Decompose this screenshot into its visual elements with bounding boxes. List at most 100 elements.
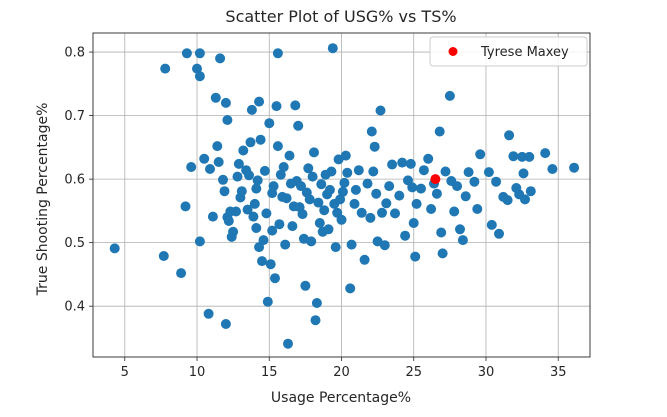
data-point xyxy=(440,166,451,177)
data-point xyxy=(353,165,364,176)
data-point xyxy=(460,191,471,202)
data-point xyxy=(307,171,318,182)
data-point xyxy=(359,254,370,265)
data-point xyxy=(472,204,483,214)
x-tick-label: 20 xyxy=(333,365,350,380)
data-point xyxy=(259,165,270,176)
data-point xyxy=(176,268,187,279)
data-point xyxy=(416,183,426,194)
data-point xyxy=(387,159,398,170)
data-point xyxy=(346,239,357,250)
data-point xyxy=(109,243,120,254)
data-point xyxy=(306,236,317,247)
data-point xyxy=(494,228,504,239)
data-point xyxy=(220,97,231,108)
data-point xyxy=(457,235,468,246)
x-axis-ticks: 5 10 15 20 25 30 35 xyxy=(121,357,567,380)
data-point xyxy=(244,170,254,181)
data-point xyxy=(251,223,262,233)
data-point xyxy=(258,235,269,246)
data-point xyxy=(547,164,558,174)
data-point xyxy=(212,141,223,152)
x-tick-label: 15 xyxy=(261,365,278,380)
y-tick-label: 0.8 xyxy=(64,46,85,61)
data-point xyxy=(205,164,215,174)
data-point xyxy=(327,43,338,54)
data-point xyxy=(379,240,390,251)
data-point xyxy=(272,141,283,152)
data-point xyxy=(411,198,422,209)
data-point xyxy=(502,195,513,206)
data-point xyxy=(508,151,519,162)
data-point xyxy=(365,212,376,223)
data-point xyxy=(194,236,205,247)
y-tick-label: 0.4 xyxy=(64,300,85,315)
data-point xyxy=(436,227,447,238)
data-point xyxy=(268,181,279,192)
data-point xyxy=(337,186,348,197)
data-point xyxy=(264,118,275,129)
data-point xyxy=(255,134,266,145)
data-point xyxy=(283,338,293,349)
data-point xyxy=(245,137,256,148)
data-point xyxy=(368,166,379,177)
data-point xyxy=(569,162,580,173)
data-point xyxy=(375,105,386,116)
data-point xyxy=(297,209,308,220)
x-tick-label: 35 xyxy=(550,365,567,380)
data-point xyxy=(252,175,263,186)
x-tick-label: 30 xyxy=(478,365,495,380)
data-point xyxy=(194,48,205,59)
data-point xyxy=(426,204,437,214)
data-point xyxy=(223,216,234,226)
data-point xyxy=(192,63,202,74)
data-point xyxy=(400,230,411,241)
data-point xyxy=(265,259,276,270)
data-point xyxy=(407,182,418,193)
y-axis-ticks: 0.4 0.5 0.6 0.7 0.8 xyxy=(64,46,93,315)
chart-title: Scatter Plot of USG% vs TS% xyxy=(225,7,456,26)
data-point xyxy=(381,198,392,209)
data-point xyxy=(251,183,262,194)
data-point xyxy=(449,206,460,217)
data-point xyxy=(356,207,367,218)
data-point xyxy=(313,197,324,208)
data-point xyxy=(290,100,301,111)
y-tick-label: 0.6 xyxy=(64,173,85,188)
data-point xyxy=(281,193,292,204)
data-point xyxy=(257,256,267,267)
data-point xyxy=(219,186,230,197)
data-point xyxy=(228,226,239,237)
data-point xyxy=(181,48,192,59)
data-point xyxy=(249,198,260,209)
data-point xyxy=(520,194,530,205)
data-point xyxy=(316,179,327,190)
data-point xyxy=(410,251,421,262)
data-point xyxy=(309,147,319,158)
data-point xyxy=(475,149,486,160)
data-point xyxy=(215,53,226,64)
data-point xyxy=(345,283,356,294)
data-point xyxy=(262,296,273,307)
data-point xyxy=(518,168,529,179)
data-point xyxy=(218,174,228,185)
data-point xyxy=(310,315,321,326)
data-point xyxy=(394,190,405,201)
data-point xyxy=(213,157,224,167)
data-point xyxy=(274,219,285,230)
data-point xyxy=(324,184,335,195)
legend-box xyxy=(429,36,588,67)
data-point xyxy=(199,153,210,164)
legend-label-tyrese-maxey: Tyrese Maxey xyxy=(480,45,569,60)
data-point xyxy=(369,141,380,152)
data-point xyxy=(350,184,361,195)
highlight-point xyxy=(430,174,441,185)
data-point xyxy=(340,150,351,161)
data-point xyxy=(434,126,445,137)
data-point xyxy=(342,167,353,178)
y-axis-label: True Shooting Percentage% xyxy=(35,103,51,297)
data-point xyxy=(366,126,377,137)
data-point xyxy=(491,176,502,187)
data-point xyxy=(431,188,442,199)
data-point xyxy=(517,151,528,162)
